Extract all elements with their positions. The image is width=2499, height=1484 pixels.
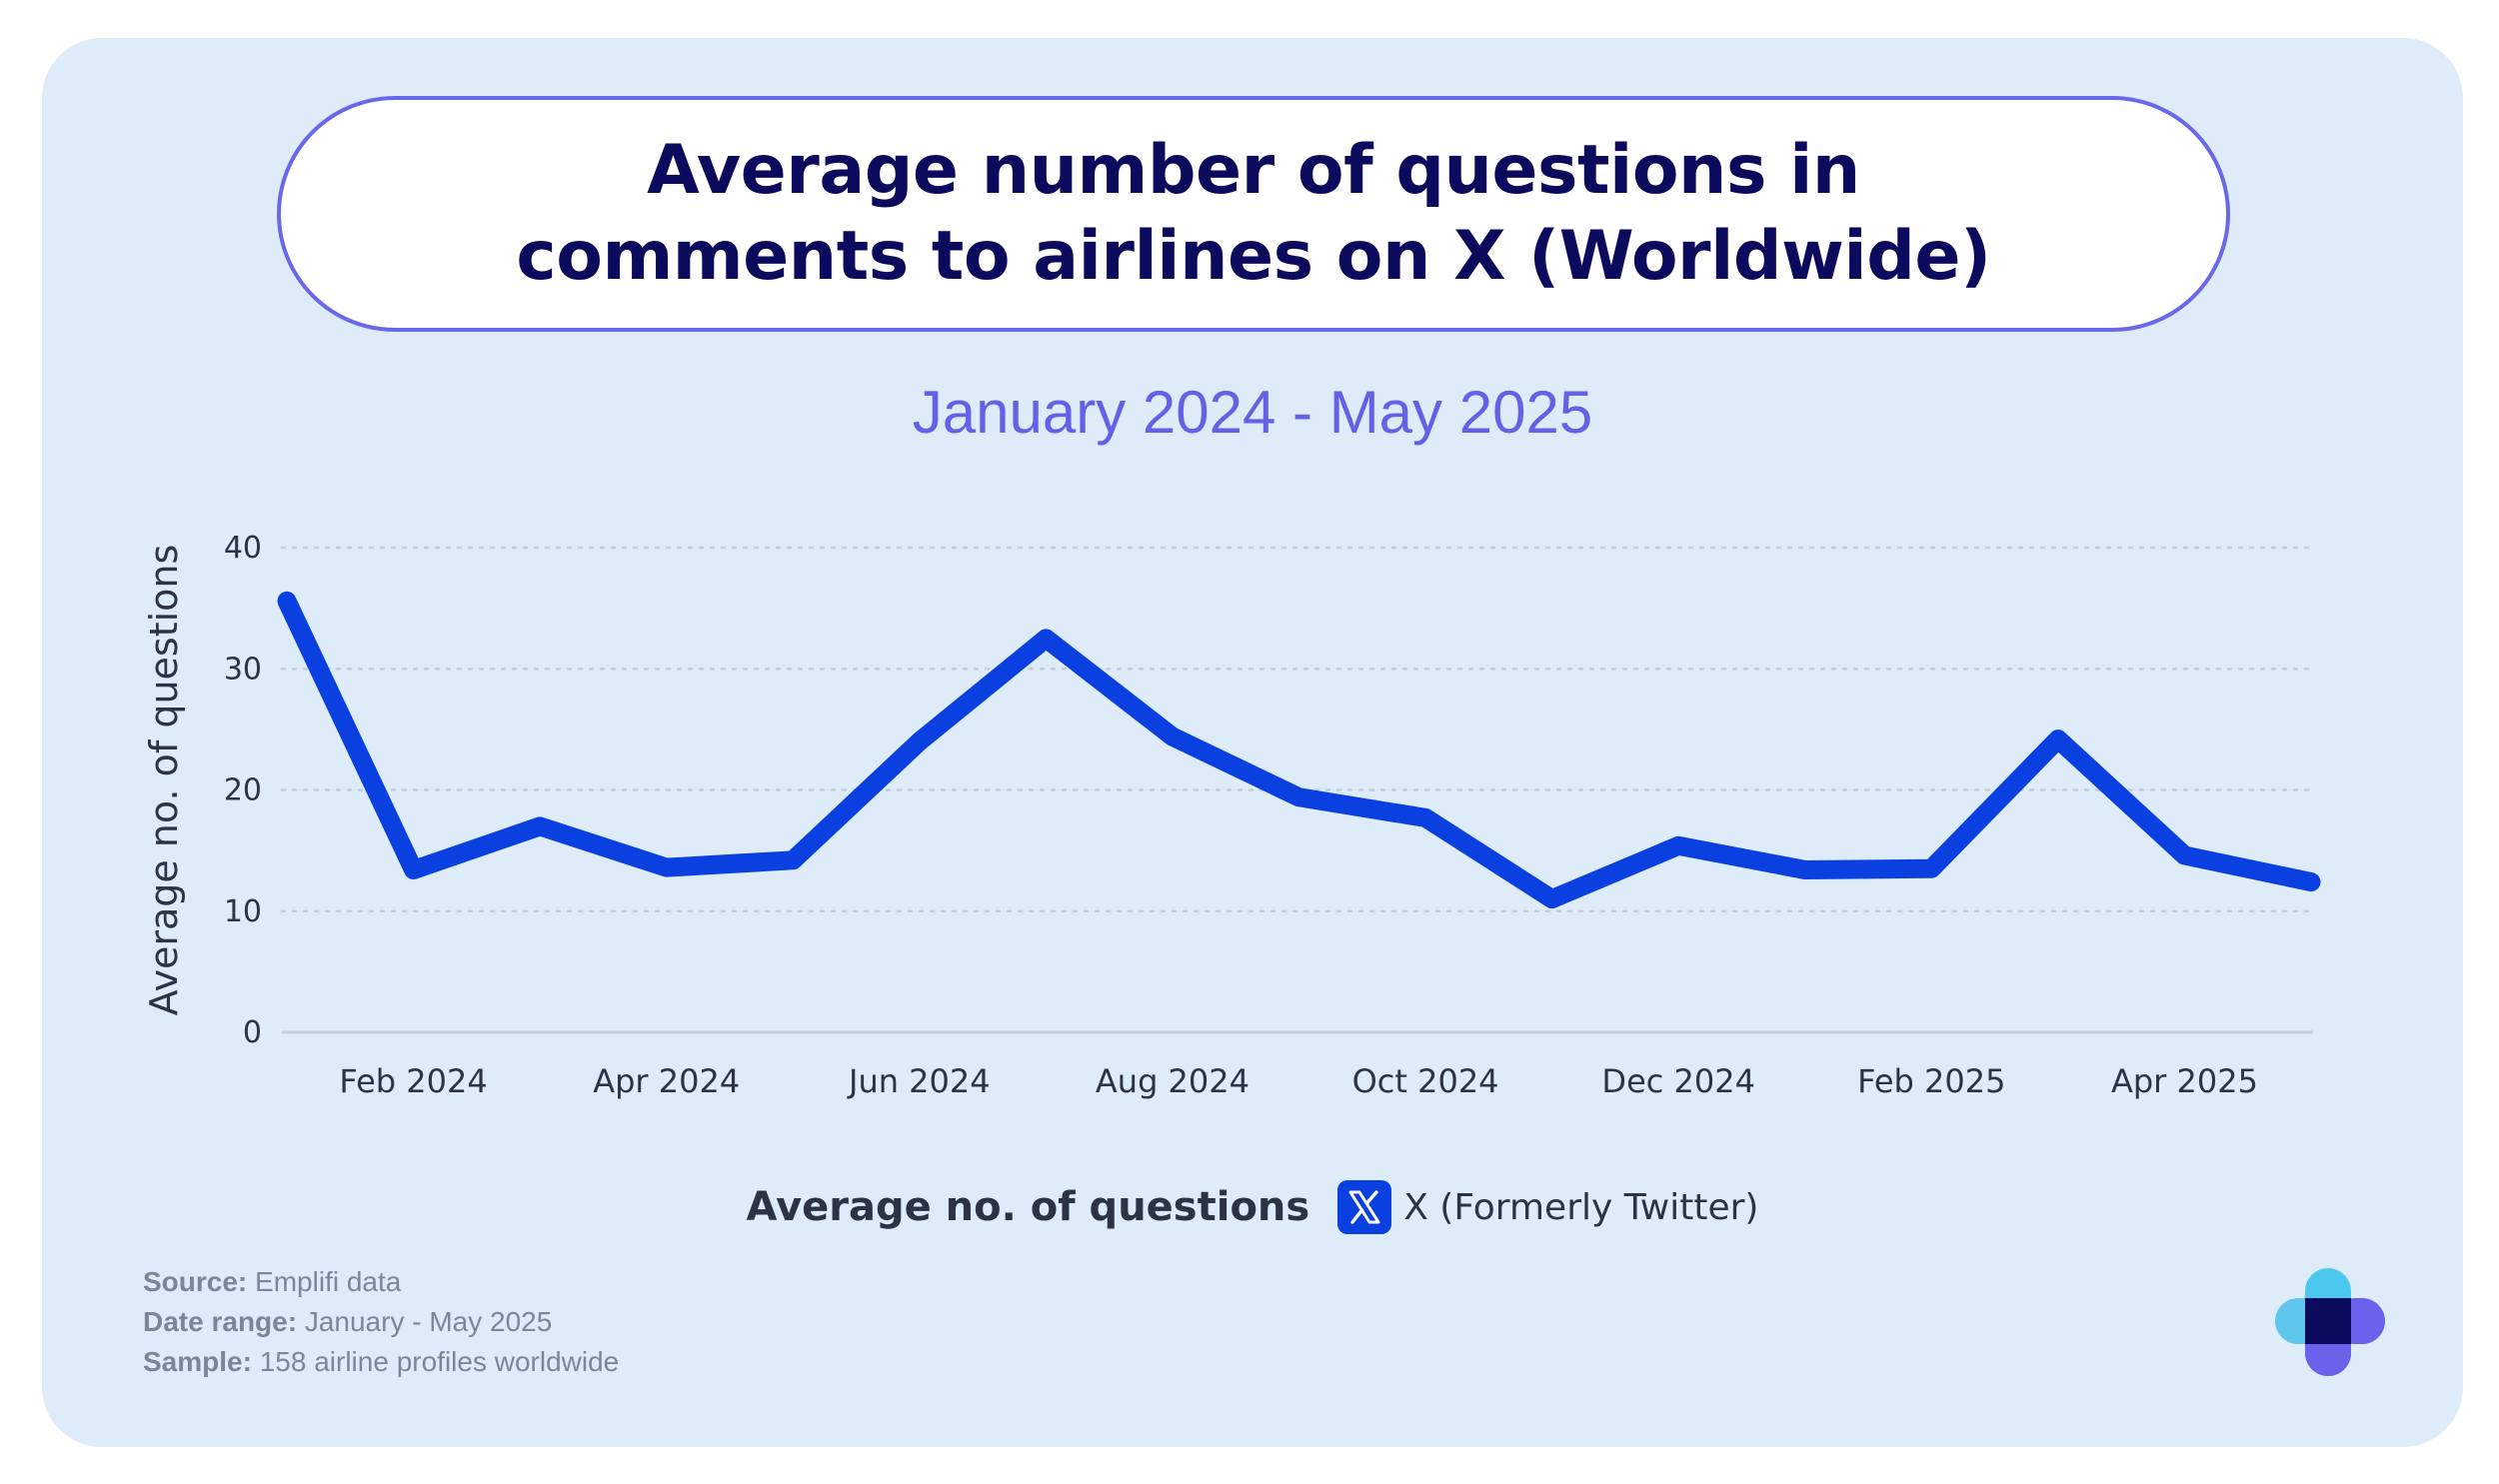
data-point (1927, 864, 1936, 873)
data-point (1800, 865, 1809, 874)
chart-title-line-2: comments to airlines on X (Worldwide) (516, 217, 1991, 296)
x-tick-label: Feb 2024 (339, 1062, 487, 1100)
y-tick-label: 30 (224, 652, 262, 687)
data-point (2053, 735, 2062, 743)
footnote-date-range: Date range: January - May 2025 (143, 1306, 553, 1337)
legend: Average no. of questions X (Formerly Twi… (42, 1180, 2463, 1234)
footnote-sample: Sample: 158 airline profiles worldwide (143, 1346, 620, 1377)
y-tick-label: 40 (224, 531, 262, 566)
data-point (1674, 841, 1683, 850)
brand-logo (2275, 1268, 2385, 1376)
chart-card: Average number of questions in comments … (42, 38, 2463, 1447)
y-axis-label: Average no. of questions (142, 545, 186, 1016)
x-tick-label: Apr 2024 (593, 1062, 740, 1100)
chart-subtitle: January 2024 - May 2025 (912, 379, 1593, 446)
y-tick-label: 10 (224, 894, 262, 929)
x-tick-label: Feb 2025 (1857, 1062, 2005, 1100)
y-tick-label: 0 (243, 1015, 262, 1050)
data-point (1294, 792, 1303, 801)
data-point (409, 865, 418, 874)
chart-title-line-1: Average number of questions in (647, 131, 1860, 210)
data-point (2307, 877, 2315, 886)
x-tick-label: Dec 2024 (1601, 1062, 1755, 1100)
title-banner: Average number of questions in comments … (277, 96, 2230, 332)
x-tick-label: Aug 2024 (1096, 1062, 1250, 1100)
line-chart: 0 10 20 30 40 Average no. of questions Feb 202… (142, 531, 2321, 1100)
data-point (2180, 850, 2189, 859)
x-tick-label: Apr 2025 (2111, 1062, 2258, 1100)
footnote-source: Source: Emplifi data (143, 1266, 402, 1297)
data-point (1042, 634, 1051, 643)
series-line (277, 591, 2321, 909)
x-tick-label: Jun 2024 (847, 1062, 991, 1100)
x-logo-icon (1337, 1180, 1392, 1234)
data-point (662, 863, 671, 872)
x-tick-label: Oct 2024 (1352, 1062, 1499, 1100)
data-point (536, 821, 545, 830)
legend-series-label: X (Formerly Twitter) (1403, 1186, 1759, 1228)
legend-title: Average no. of questions (746, 1184, 1310, 1230)
data-point (1421, 813, 1430, 822)
data-point (789, 855, 798, 864)
data-point (283, 597, 291, 606)
data-point (1168, 733, 1177, 742)
data-point (915, 738, 924, 745)
footnotes: Source: Emplifi data Date range: January… (143, 1262, 619, 1382)
y-tick-label: 20 (224, 773, 262, 808)
data-point (1547, 894, 1556, 903)
